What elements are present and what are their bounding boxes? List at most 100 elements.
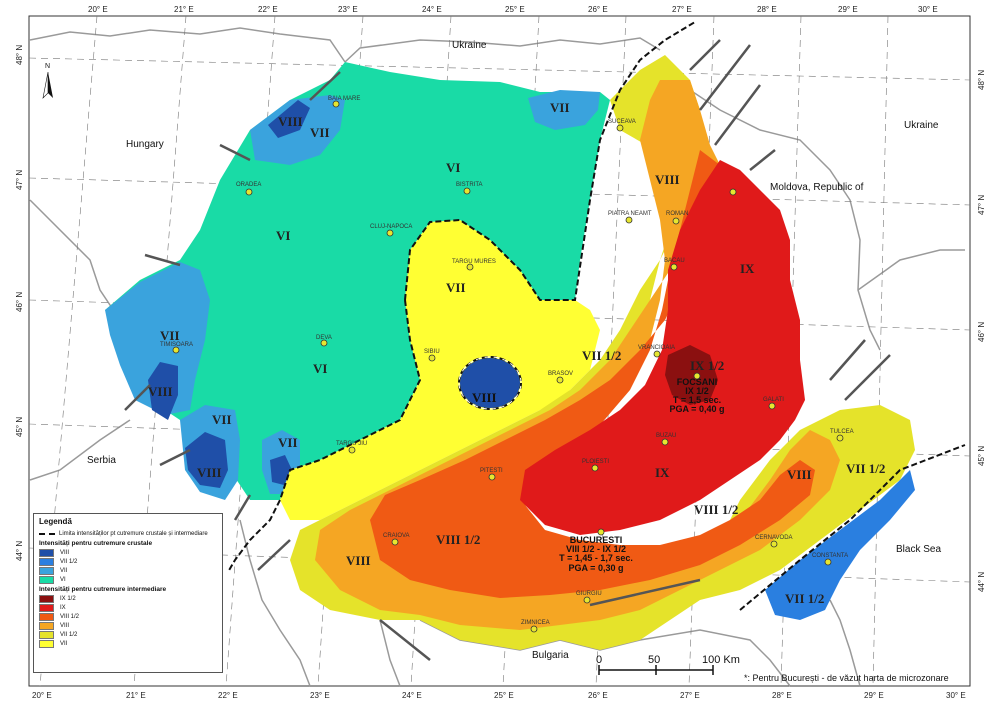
legend-crustal-item: VI [39, 575, 217, 584]
zone-vi-crustal [105, 62, 610, 500]
city-cernavoda: CERNAVODA [755, 535, 793, 548]
city-bacau: BACAU [664, 258, 685, 271]
legend-intermediate-item: VII [39, 639, 217, 648]
legend-intermediate-label: VIII 1/2 [60, 613, 80, 620]
grat-top-3: 23° E [338, 5, 358, 14]
legend-intermediate-item: IX 1/2 [39, 594, 217, 603]
zlabel-vi-n: VI [446, 160, 460, 175]
svg-text:CERNAVODA: CERNAVODA [755, 535, 793, 541]
svg-text:TULCEA: TULCEA [830, 429, 854, 435]
grat-bottom-9: 29° E [864, 691, 884, 700]
zone-vii-n [528, 90, 600, 130]
legend-intermediate-title: Intensități pentru cutremure intermediar… [39, 586, 167, 593]
label-ukraine-east: Ukraine [904, 120, 939, 131]
city-satu-mare: BAIA MARE [328, 96, 360, 108]
svg-text:GALATI: GALATI [763, 397, 784, 403]
bucuresti-pga: PGA = 0,30 g [569, 563, 624, 573]
legend-crustal-item: VII [39, 566, 217, 575]
zone-viii-w [148, 362, 178, 420]
svg-text:PITESTI: PITESTI [480, 468, 503, 474]
zlabel-ix12: IX 1/2 [690, 358, 724, 373]
zlabel-ix-e: IX [740, 261, 755, 276]
legend: Legendă Limita intensităților pt cutremu… [33, 513, 223, 673]
legend-crustal-title: Intensități pentru cutremure crustale [39, 540, 153, 547]
legend-intermediate-item: VII 1/2 [39, 630, 217, 639]
city-vrancioaia: VRANCIOAIA [638, 345, 675, 358]
label-moldova: Moldova, Republic of [770, 182, 864, 193]
grat-bottom-10: 30° E [946, 691, 966, 700]
scale-0: 0 [596, 654, 602, 666]
grat-bottom-6: 26° E [588, 691, 608, 700]
legend-dash-icon [39, 532, 55, 535]
city-iasi [729, 188, 737, 196]
city-zimnicea: ZIMNICEA [521, 620, 550, 633]
grat-right-4: 44° N [977, 572, 986, 592]
svg-text:CRAIOVA: CRAIOVA [383, 533, 410, 539]
zlabel-viii-sw: VIII [197, 465, 222, 480]
legend-intermediate-label: VIII [60, 622, 70, 629]
svg-text:BUZAU: BUZAU [656, 433, 676, 439]
svg-text:ZIMNICEA: ZIMNICEA [521, 620, 550, 626]
legend-crustal-list: VIII VII 1/2 VII VI [39, 548, 217, 584]
city-targu-mures: TARGU MURES [452, 259, 496, 271]
grat-top-0: 20° E [88, 5, 108, 14]
graticule-labels: 20° E 21° E 22° E 23° E 24° E 25° E 26° … [15, 5, 986, 700]
svg-text:ROMAN: ROMAN [666, 211, 688, 217]
legend-intermediate-swatch [39, 639, 54, 648]
zone-ix12-intermediate [665, 345, 718, 405]
svg-text:SUCEAVA: SUCEAVA [608, 119, 636, 125]
grat-bottom-7: 27° E [680, 691, 700, 700]
legend-boundary: Limita intensităților pt cutremure crust… [39, 529, 217, 538]
zlabel-vii-sw2: VII [278, 435, 298, 450]
legend-crustal-swatch [39, 548, 54, 557]
city-pitesti: PITESTI [480, 468, 503, 481]
zlabel-vii-c: VII [446, 280, 466, 295]
zlabel-ix-s: IX [655, 465, 670, 480]
svg-text:GIURGIU: GIURGIU [576, 591, 602, 597]
legend-intermediate-swatch [39, 612, 54, 621]
grat-left-1: 47° N [15, 170, 24, 190]
legend-intermediate-label: VII 1/2 [60, 631, 78, 638]
svg-text:PIATRA NEAMT: PIATRA NEAMT [608, 211, 652, 217]
zlabel-vi-w: VI [276, 228, 290, 243]
city-galati: GALATI [763, 397, 784, 410]
city-bucuresti-marker [597, 528, 605, 536]
svg-text:TIMISOARA: TIMISOARA [160, 342, 193, 348]
zlabel-viii-ne: VIII [655, 172, 680, 187]
svg-text:BACAU: BACAU [664, 258, 685, 264]
grat-bottom-2: 22° E [218, 691, 238, 700]
grat-top-5: 25° E [505, 5, 525, 14]
legend-boundary-label: Limita intensităților pt cutremure crust… [59, 530, 208, 537]
scale-50: 50 [648, 654, 660, 666]
zlabel-vii-sw: VII [212, 412, 232, 427]
city-cluj: CLUJ-NAPOCA [370, 224, 412, 237]
legend-crustal-swatch [39, 557, 54, 566]
svg-text:BRASOV: BRASOV [548, 371, 573, 377]
legend-crustal-swatch [39, 575, 54, 584]
grat-right-1: 47° N [977, 195, 986, 215]
city-timisoara: TIMISOARA [160, 342, 193, 354]
focsani-period: T = 1,5 sec. [673, 395, 721, 405]
legend-crustal-label: VIII [60, 549, 70, 556]
grat-bottom-5: 25° E [494, 691, 514, 700]
zlabel-vii12-sea: VII 1/2 [785, 591, 824, 606]
svg-text:TARGU JIU: TARGU JIU [336, 441, 367, 447]
grat-bottom-0: 20° E [32, 691, 52, 700]
grat-top-2: 22° E [258, 5, 278, 14]
zlabel-vii12-se: VII 1/2 [846, 461, 885, 476]
bucuresti-annotation: BUCURESTI VIII 1/2 - IX 1/2 T = 1,45 - 1… [559, 535, 633, 573]
city-roman: ROMAN [666, 211, 688, 225]
zone-viii-sw [185, 432, 228, 488]
zlabel-vii-nw: VII [310, 125, 330, 140]
zone-viii12-intermediate [370, 150, 815, 598]
zlabel-viii-s: VIII [346, 553, 371, 568]
grat-bottom-1: 21° E [126, 691, 146, 700]
north-arrow: N [42, 63, 53, 99]
bucuresti-name: BUCURESTI [570, 535, 623, 545]
grat-top-7: 27° E [672, 5, 692, 14]
city-deva: DEVA [316, 335, 332, 347]
grat-right-2: 46° N [977, 322, 986, 342]
country-labels: Ukraine Ukraine Hungary Moldova, Republi… [87, 40, 941, 661]
grat-top-6: 26° E [588, 5, 608, 14]
